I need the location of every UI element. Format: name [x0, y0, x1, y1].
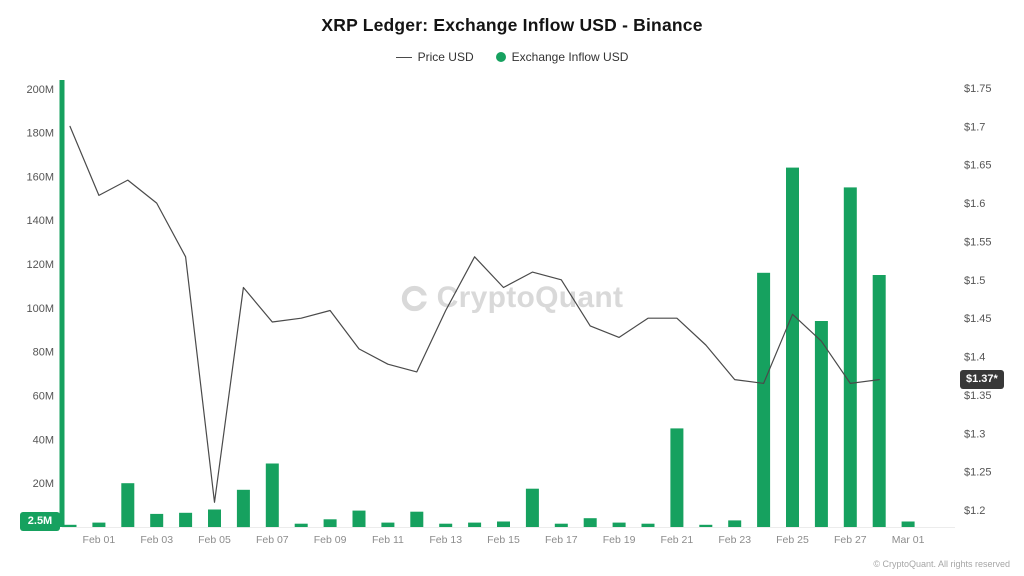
inflow-bar[interactable]	[179, 512, 193, 527]
right-axis-tick-label: $1.75	[964, 83, 992, 95]
inflow-bar[interactable]	[410, 511, 424, 527]
left-axis-tick-label: 80M	[33, 347, 54, 359]
x-axis-tick-label: Feb 05	[198, 534, 231, 546]
price-latest-badge: $1.37*	[960, 369, 1004, 389]
x-axis-tick-label: Feb 21	[661, 534, 694, 546]
x-axis-tick-label: Feb 27	[834, 534, 867, 546]
inflow-bar[interactable]	[294, 523, 308, 527]
inflow-bar[interactable]	[757, 272, 771, 527]
inflow-bar[interactable]	[439, 523, 453, 527]
x-axis-tick-label: Feb 25	[776, 534, 809, 546]
inflow-bar[interactable]	[612, 522, 626, 527]
price-line-swatch	[395, 56, 412, 58]
x-axis-tick-label: Feb 19	[603, 534, 636, 546]
x-axis-tick-label: Feb 17	[545, 534, 578, 546]
x-axis-tick-label: Feb 07	[256, 534, 289, 546]
inflow-bar[interactable]	[554, 523, 568, 527]
inflow-latest-badge: 2.5M	[20, 511, 60, 531]
inflow-bar[interactable]	[236, 489, 250, 528]
left-axis-tick-label: 180M	[26, 128, 54, 140]
legend-label-inflow: Exchange Inflow USD	[511, 50, 629, 64]
legend-label-price: Price USD	[417, 50, 474, 64]
right-axis-tick-label: $1.3	[964, 428, 985, 440]
copyright-text: © CryptoQuant. All rights reserved	[873, 559, 1010, 569]
right-axis-tick-label: $1.65	[964, 160, 992, 172]
x-axis-tick-label: Feb 13	[429, 534, 462, 546]
left-axis-tick-label: 100M	[26, 303, 54, 315]
inflow-bar[interactable]	[208, 509, 221, 528]
inflow-bar[interactable]	[728, 520, 742, 527]
price-line	[69, 125, 880, 503]
right-axis-tick-label: $1.2	[964, 505, 985, 517]
legend-item-inflow[interactable]: Exchange Inflow USD	[495, 50, 629, 64]
x-axis-tick-label: Mar 01	[892, 534, 925, 546]
inflow-bar[interactable]	[497, 521, 510, 528]
right-axis-tick-label: $1.4	[964, 352, 985, 364]
inflow-bar[interactable]	[121, 483, 135, 527]
x-axis-tick-label: Feb 09	[314, 534, 347, 546]
inflow-bar[interactable]	[63, 524, 77, 527]
inflow-bar[interactable]	[150, 513, 164, 527]
right-axis-tick-label: $1.35	[964, 390, 992, 402]
right-axis-tick-label: $1.25	[964, 467, 992, 479]
right-axis-tick-label: $1.55	[964, 236, 992, 248]
inflow-bar[interactable]	[265, 463, 279, 528]
inflow-bar[interactable]	[901, 521, 915, 528]
left-axis-tick-label: 120M	[26, 259, 54, 271]
inflow-bar[interactable]	[468, 522, 482, 527]
inflow-dot-swatch	[495, 52, 506, 62]
right-axis-tick-label: $1.7	[964, 121, 985, 133]
x-axis-tick-label: Feb 23	[718, 534, 751, 546]
inflow-bar[interactable]	[583, 518, 597, 527]
left-axis-tick-label: 140M	[26, 215, 54, 227]
left-axis-tick-label: 60M	[33, 391, 54, 403]
right-axis-tick-label: $1.45	[964, 313, 992, 325]
inflow-bar[interactable]	[381, 522, 395, 527]
inflow-bar[interactable]	[92, 522, 106, 527]
left-axis-tick-label: 160M	[26, 171, 54, 183]
x-axis-tick-label: Feb 01	[83, 534, 116, 546]
inflow-bar[interactable]	[352, 510, 366, 527]
chart-legend: Price USD Exchange Inflow USD	[0, 50, 1024, 64]
left-axis-tick-label: 20M	[33, 478, 54, 490]
left-axis-tick-label: 200M	[26, 84, 54, 96]
inflow-bar[interactable]	[872, 275, 886, 527]
inflow-bar[interactable]	[641, 523, 655, 527]
left-axis-line	[59, 80, 65, 527]
x-axis-tick-label: Feb 15	[487, 534, 520, 546]
left-axis-tick-label: 40M	[33, 434, 54, 446]
inflow-bar[interactable]	[786, 167, 799, 527]
inflow-bar[interactable]	[670, 428, 684, 527]
inflow-bar[interactable]	[814, 321, 828, 527]
chart-title: XRP Ledger: Exchange Inflow USD - Binanc…	[321, 15, 703, 35]
right-axis-tick-label: $1.5	[964, 275, 985, 287]
x-axis-tick-label: Feb 11	[372, 534, 404, 546]
inflow-bar[interactable]	[699, 524, 713, 527]
inflow-bar[interactable]	[843, 187, 857, 527]
right-axis-tick-label: $1.6	[964, 198, 985, 210]
legend-item-price[interactable]: Price USD	[395, 50, 474, 64]
inflow-bar[interactable]	[525, 488, 539, 527]
inflow-bar[interactable]	[323, 519, 337, 527]
x-axis-tick-label: Feb 03	[140, 534, 173, 546]
